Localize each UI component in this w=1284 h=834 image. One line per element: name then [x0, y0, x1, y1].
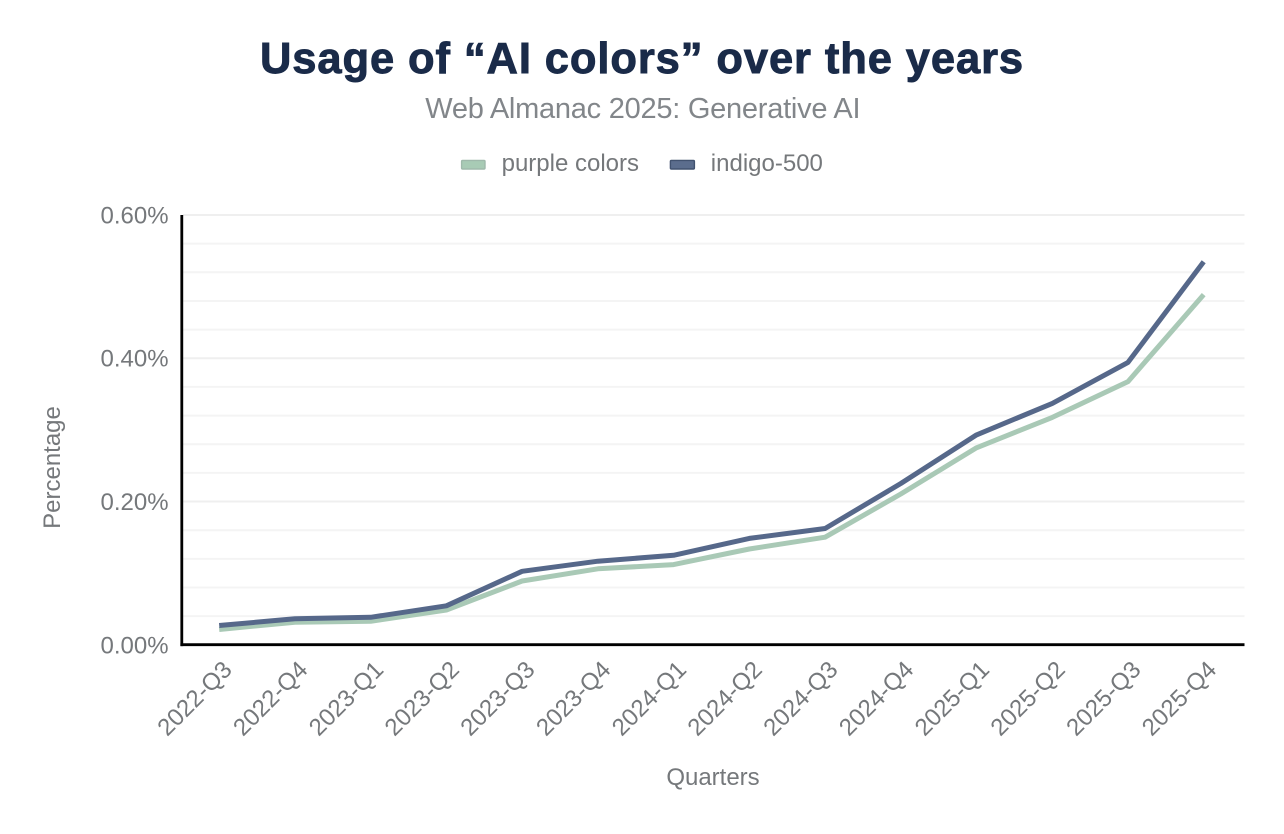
svg-text:0.40%: 0.40% — [101, 346, 169, 373]
svg-text:0.00%: 0.00% — [101, 632, 169, 659]
svg-text:Usage of “AI colors” over the: Usage of “AI colors” over the years — [260, 35, 1024, 83]
svg-text:Percentage: Percentage — [39, 406, 66, 529]
svg-text:0.20%: 0.20% — [101, 489, 169, 516]
svg-text:indigo-500: indigo-500 — [711, 150, 823, 177]
svg-text:0.60%: 0.60% — [101, 202, 169, 229]
svg-text:purple colors: purple colors — [502, 150, 639, 177]
svg-text:Web Almanac 2025: Generative A: Web Almanac 2025: Generative AI — [425, 93, 860, 125]
svg-text:Quarters: Quarters — [666, 764, 759, 791]
